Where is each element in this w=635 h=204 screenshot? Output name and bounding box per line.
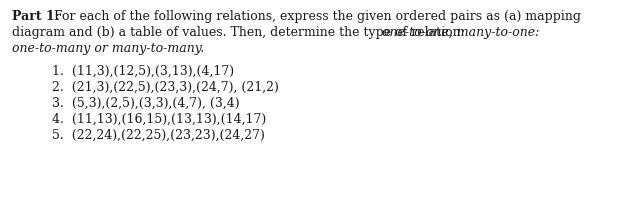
Text: 5.  (22,24),(22,25),(23,23),(24,27): 5. (22,24),(22,25),(23,23),(24,27) xyxy=(52,129,265,142)
Text: 3.  (5,3),(2,5),(3,3),(4,7), (3,4): 3. (5,3),(2,5),(3,3),(4,7), (3,4) xyxy=(52,97,239,110)
Text: one-to-many or many-to-many.: one-to-many or many-to-many. xyxy=(12,42,204,55)
Text: Part 1:: Part 1: xyxy=(12,10,60,23)
Text: For each of the following relations, express the given ordered pairs as (a) mapp: For each of the following relations, exp… xyxy=(50,10,581,23)
Text: 4.  (11,13),(16,15),(13,13),(14,17): 4. (11,13),(16,15),(13,13),(14,17) xyxy=(52,113,266,126)
Text: 2.  (21,3),(22,5),(23,3),(24,7), (21,2): 2. (21,3),(22,5),(23,3),(24,7), (21,2) xyxy=(52,81,279,94)
Text: one-to-one, many-to-one:: one-to-one, many-to-one: xyxy=(382,26,539,39)
Text: 1.  (11,3),(12,5),(3,13),(4,17): 1. (11,3),(12,5),(3,13),(4,17) xyxy=(52,65,234,78)
Text: diagram and (b) a table of values. Then, determine the type of relation:: diagram and (b) a table of values. Then,… xyxy=(12,26,469,39)
